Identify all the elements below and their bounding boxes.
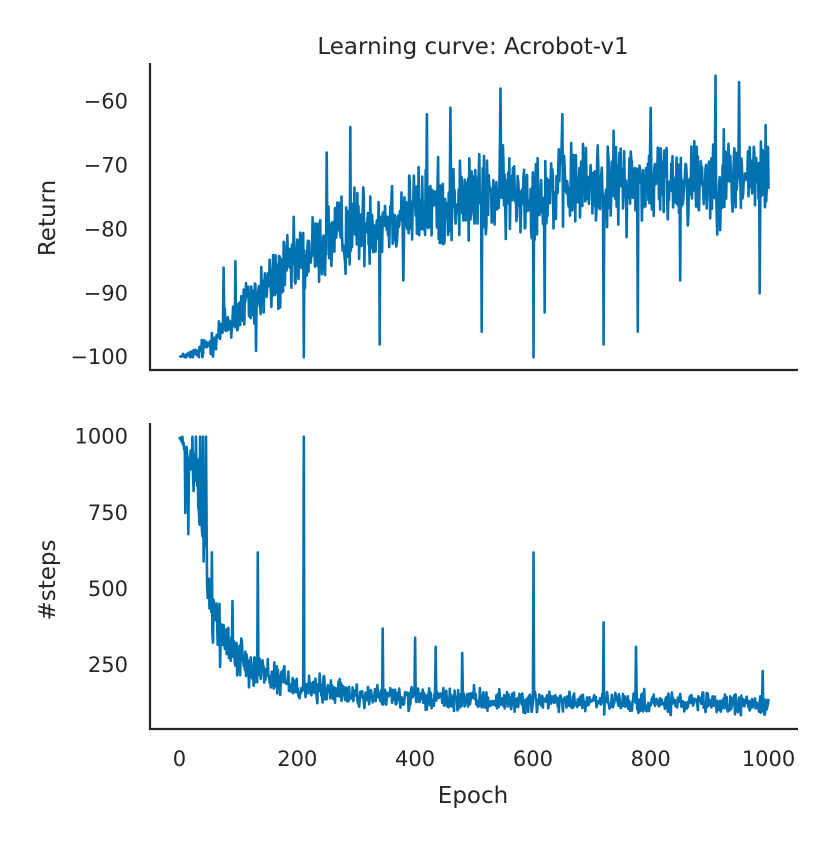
y-tick-label: −100 — [70, 345, 128, 369]
steps-series-line — [178, 435, 770, 717]
chart-title: Learning curve: Acrobot-v1 — [317, 34, 628, 60]
x-axis-label-epoch: Epoch — [438, 783, 508, 809]
x-tick-label: 1000 — [742, 747, 795, 771]
y-tick-label: −60 — [84, 89, 128, 113]
x-tick-label: 0 — [173, 747, 186, 771]
steps-panel: #steps Epoch 250 500 750 1000 0 200 400 600 800… — [35, 423, 798, 809]
y-tick-labels-steps: 250 500 750 1000 — [75, 425, 128, 677]
x-tick-label: 200 — [277, 747, 317, 771]
x-tick-label: 400 — [395, 747, 435, 771]
y-axis-label-return: Return — [35, 180, 61, 256]
x-tick-label: 600 — [513, 747, 553, 771]
y-tick-label: 1000 — [75, 425, 128, 449]
y-tick-label: 500 — [88, 577, 128, 601]
y-tick-label: 750 — [88, 501, 128, 525]
x-tick-labels-epoch: 0 200 400 600 800 1000 — [173, 747, 796, 771]
y-tick-label: −70 — [84, 153, 128, 177]
y-tick-label: 250 — [88, 653, 128, 677]
x-tick-label: 800 — [631, 747, 671, 771]
y-tick-label: −80 — [84, 217, 128, 241]
return-panel: Learning curve: Acrobot-v1 Return −100 −9… — [35, 34, 798, 372]
y-tick-labels-return: −100 −90 −80 −70 −60 — [70, 89, 128, 369]
y-axis-label-steps: #steps — [35, 539, 61, 620]
return-series-line — [178, 74, 770, 359]
y-tick-label: −90 — [84, 281, 128, 305]
